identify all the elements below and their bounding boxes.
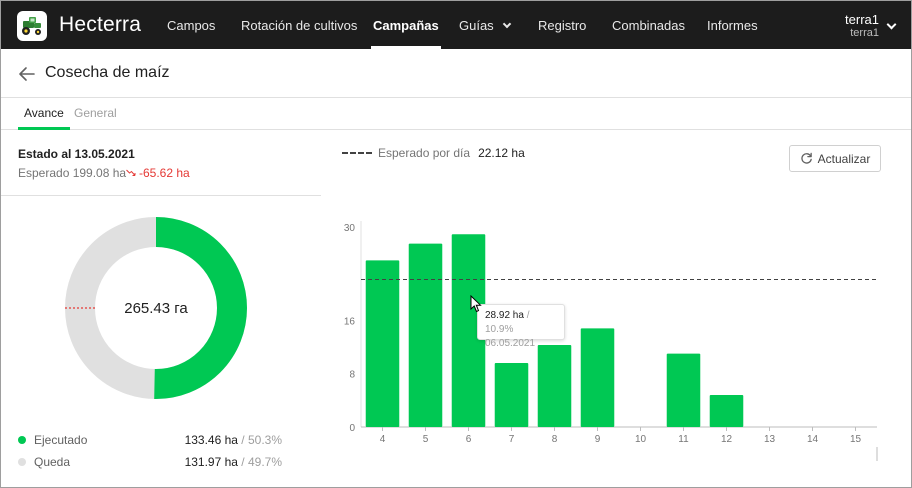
status-title: Estado al 13.05.2021	[18, 147, 135, 161]
legend-remaining-value: 131.97 ha	[184, 455, 238, 469]
tab-avance[interactable]: Avance	[18, 98, 70, 130]
brand-name[interactable]: Hecterra	[59, 13, 142, 36]
y-tick-label: 8	[349, 370, 355, 381]
nav-combinadas[interactable]: Combinadas	[612, 18, 685, 33]
mouse-cursor-icon	[470, 295, 482, 313]
divider	[1, 195, 321, 196]
x-tick-label: 7	[509, 434, 515, 445]
legend-dot-remaining	[18, 458, 26, 466]
donut-center-label: 265.43 га	[124, 299, 188, 317]
legend-executed-name: Ejecutado	[34, 433, 88, 447]
tab-general[interactable]: General	[74, 106, 117, 120]
bar-day-4	[365, 260, 400, 427]
y-tick-label: 30	[344, 223, 356, 234]
bar-day-12	[709, 395, 744, 427]
daily-progress-bar-chart: 0 8 16 30 4 5 6 7 8 9 10 11 12 13 14 15	[344, 221, 878, 461]
x-tick-label: 11	[678, 434, 689, 445]
nav-guias[interactable]: Guías	[459, 1, 511, 49]
tab-bar: Avance General	[1, 98, 911, 130]
user-subtitle: terra1	[850, 27, 879, 39]
tooltip-value: 28.92 ha	[485, 310, 524, 321]
refresh-icon	[800, 152, 812, 164]
expected-per-day: Esperado por día 22.12 ha	[342, 146, 525, 160]
top-navbar: Hecterra Campos Rotación de cultivos Cam…	[1, 1, 911, 49]
user-chevron-down-icon[interactable]	[886, 19, 897, 30]
user-menu[interactable]: terra1 terra1	[845, 12, 879, 40]
tooltip-date: 06.05.2021	[485, 338, 536, 349]
bar-day-5	[408, 243, 443, 427]
chart-tooltip: 28.92 ha / 10.9% 06.05.2021	[477, 304, 565, 349]
x-tick-label: 14	[807, 434, 819, 445]
expected-per-day-label: Esperado por día	[378, 146, 471, 160]
bar-day-6	[451, 234, 486, 427]
legend-executed-value: 133.46 ha	[184, 433, 238, 447]
refresh-button[interactable]: Actualizar	[789, 145, 881, 172]
legend-remaining-pct: / 49.7%	[241, 455, 282, 469]
back-arrow-icon[interactable]	[17, 64, 37, 84]
donut-executed-arc	[65, 217, 247, 399]
x-tick-label: 4	[380, 434, 386, 445]
legend-remaining: Queda 131.97 ha / 49.7%	[18, 455, 282, 469]
progress-donut: 265.43 га	[63, 215, 249, 401]
x-tick-label: 8	[552, 434, 558, 445]
delta-value: -65.62 ha	[126, 166, 190, 180]
legend-executed-pct: / 50.3%	[241, 433, 282, 447]
y-tick-label: 16	[344, 316, 356, 327]
bar-day-9	[580, 328, 615, 427]
nav-guias-label: Guías	[459, 18, 494, 33]
dashed-line-legend-icon	[342, 152, 372, 154]
delta-label: -65.62 ha	[139, 166, 190, 180]
tractor-logo-icon[interactable]	[17, 11, 47, 41]
page-title: Cosecha de maíz	[45, 64, 170, 81]
x-tick-label: 9	[595, 434, 601, 445]
trend-down-icon	[126, 169, 136, 176]
legend-remaining-name: Queda	[34, 455, 71, 469]
bar-day-8	[537, 345, 572, 427]
tooltip-pct: / 10.9%	[485, 310, 530, 335]
nav-registro[interactable]: Registro	[538, 18, 587, 33]
nav-rotacion-cultivos[interactable]: Rotación de cultivos	[241, 18, 358, 33]
nav-campos[interactable]: Campos	[167, 18, 216, 33]
x-tick-label: 12	[721, 434, 733, 445]
refresh-button-label: Actualizar	[817, 151, 871, 166]
x-tick-label: 10	[635, 434, 647, 445]
y-tick-label: 0	[349, 423, 355, 434]
nav-campanas[interactable]: Campañas	[371, 1, 441, 49]
x-tick-label: 13	[764, 434, 776, 445]
title-bar: Cosecha de maíz	[1, 49, 911, 98]
bar-day-7	[494, 363, 529, 427]
bar-day-11	[666, 353, 701, 427]
legend-dot-executed	[18, 436, 26, 444]
expected-per-day-value: 22.12 ha	[478, 146, 525, 160]
x-tick-label: 5	[423, 434, 429, 445]
chevron-down-icon	[502, 19, 511, 29]
x-tick-label: 6	[466, 434, 472, 445]
nav-informes[interactable]: Informes	[707, 18, 758, 33]
x-tick-label: 15	[850, 434, 862, 445]
legend-executed: Ejecutado 133.46 ha / 50.3%	[18, 433, 282, 447]
user-name: terra1	[845, 12, 879, 27]
expected-total: Esperado 199.08 ha	[18, 166, 127, 180]
